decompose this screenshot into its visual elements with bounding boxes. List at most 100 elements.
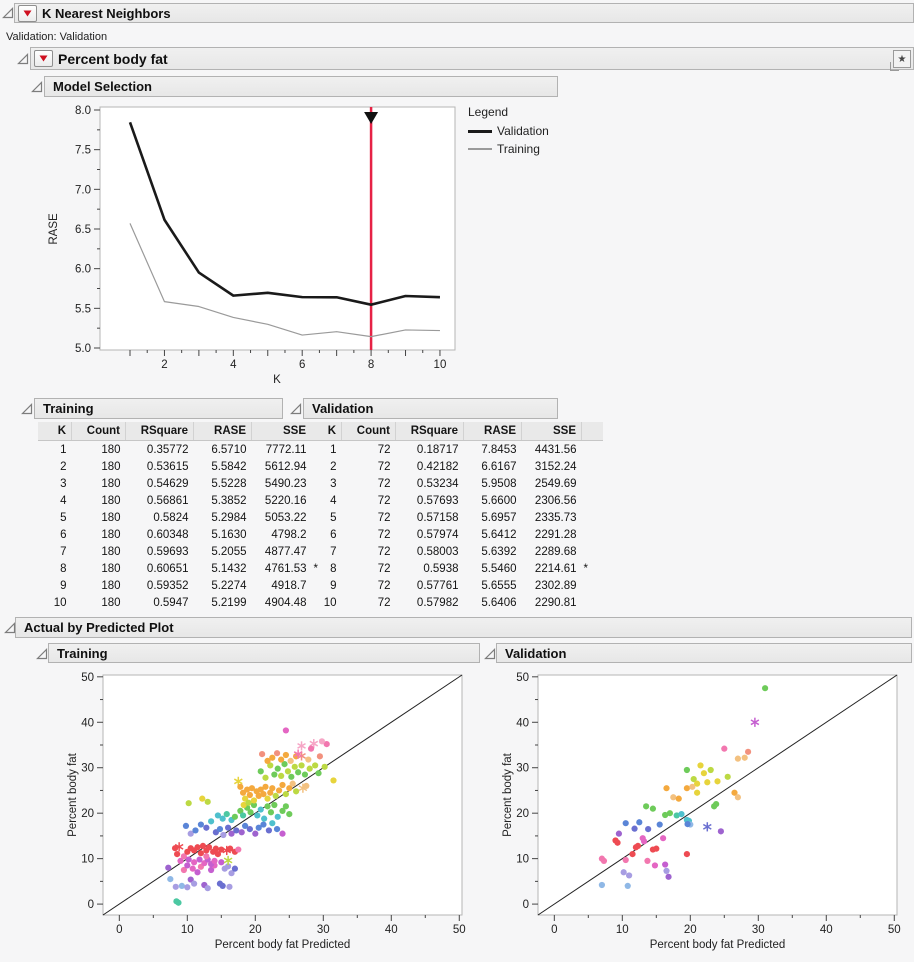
scatter-point[interactable] <box>662 811 669 819</box>
scatter-point[interactable] <box>644 857 651 865</box>
legend-item-training[interactable]: Training <box>468 142 549 156</box>
scatter-point[interactable] <box>260 821 267 828</box>
scatter-point[interactable] <box>272 792 279 800</box>
scatter-point-star[interactable] <box>309 739 319 749</box>
scatter-point[interactable] <box>260 790 267 798</box>
scatter-point[interactable] <box>203 824 210 831</box>
scatter-point[interactable] <box>717 828 724 835</box>
scatter-point[interactable] <box>683 850 691 858</box>
scatter-point[interactable] <box>282 790 289 798</box>
table-row[interactable]: 3 72 0.53234 5.9508 2549.69 <box>308 475 603 492</box>
scatter-point[interactable] <box>264 795 271 802</box>
scatter-point[interactable] <box>240 801 247 809</box>
scatter-point[interactable] <box>237 807 244 815</box>
scatter-point[interactable] <box>694 789 701 796</box>
scatter-point[interactable] <box>631 825 638 832</box>
scatter-point[interactable] <box>262 783 269 790</box>
scatter-point[interactable] <box>254 812 261 819</box>
table-row[interactable]: 4 72 0.57693 5.6600 2306.56 <box>308 492 603 509</box>
scatter-point-star[interactable] <box>233 776 243 786</box>
scatter-point[interactable] <box>600 857 608 865</box>
scatter-point[interactable] <box>276 787 283 794</box>
scatter-point[interactable] <box>185 800 192 807</box>
scatter-point[interactable] <box>683 766 691 774</box>
scatter-point[interactable] <box>269 820 276 827</box>
scatter-point[interactable] <box>690 775 697 783</box>
scatter-point[interactable] <box>225 824 232 831</box>
scatter-point[interactable] <box>257 786 264 793</box>
scatter-point[interactable] <box>662 861 669 868</box>
scatter-point[interactable] <box>660 835 667 842</box>
table-row[interactable]: 1 180 0.35772 6.5710 7772.11 <box>38 441 333 459</box>
scatter-point[interactable] <box>614 839 621 846</box>
table-row[interactable]: 5 180 0.5824 5.2984 5053.22 <box>38 509 333 526</box>
column-header[interactable]: SSE <box>251 422 312 441</box>
scatter-point[interactable] <box>180 853 188 860</box>
scatter-point[interactable] <box>622 820 629 827</box>
scatter-point[interactable] <box>205 844 213 851</box>
scatter-point[interactable] <box>307 745 315 752</box>
disclosure-triangle-pbf[interactable] <box>17 53 29 65</box>
scatter-point[interactable] <box>673 812 680 819</box>
scatter-point[interactable] <box>626 872 633 879</box>
scatter-point[interactable] <box>741 754 748 761</box>
scatter-point[interactable] <box>178 882 185 890</box>
scatter-point[interactable] <box>731 789 738 796</box>
scatter-point[interactable] <box>713 800 720 808</box>
scatter-point[interactable] <box>303 782 310 790</box>
outline-header-abp[interactable]: Actual by Predicted Plot <box>15 617 912 638</box>
scatter-point[interactable] <box>189 865 196 872</box>
scatter-point[interactable] <box>204 798 211 805</box>
scatter-point[interactable] <box>191 880 198 887</box>
scatter-point-star[interactable] <box>174 842 184 852</box>
scatter-point[interactable] <box>670 794 677 801</box>
scatter-point[interactable] <box>244 786 251 793</box>
table-row[interactable]: 8 72 0.5938 5.5460 2214.61 * <box>308 560 603 577</box>
actual-by-predicted-plots[interactable]: 0 0 10 10 20 20 30 30 40 40 50 50 Percent body fat P… <box>0 640 914 962</box>
scatter-point[interactable] <box>284 768 292 775</box>
scatter-point[interactable] <box>214 850 222 858</box>
scatter-point[interactable] <box>306 765 313 772</box>
scatter-point[interactable] <box>172 883 179 890</box>
model-selection-chart[interactable]: 5.0 5.5 6.0 6.5 7.0 7.5 8.0 2 4 6 8 10 K RASE <box>44 100 474 395</box>
scatter-point[interactable] <box>165 864 172 871</box>
scatter-point[interactable] <box>316 753 323 760</box>
table-row[interactable]: 9 72 0.57761 5.6555 2302.89 <box>308 577 603 594</box>
scatter-point[interactable] <box>228 870 235 877</box>
scatter-point[interactable] <box>171 845 179 852</box>
disclosure-triangle-abp-validation[interactable] <box>484 648 496 660</box>
table-row[interactable]: 2 72 0.42182 6.6167 3152.24 <box>308 458 603 475</box>
scatter-point[interactable] <box>259 750 266 758</box>
scatter-point[interactable] <box>734 755 741 762</box>
scatter-point[interactable] <box>323 740 330 748</box>
outline-header-model-selection[interactable]: Model Selection <box>44 76 558 97</box>
column-header[interactable]: RSquare <box>125 422 194 441</box>
series-line-validation[interactable] <box>128 121 441 306</box>
disclosure-triangle-knn[interactable] <box>2 7 14 19</box>
table-row[interactable]: 10 72 0.57982 5.6406 2290.81 <box>308 594 603 611</box>
scatter-point[interactable] <box>295 769 302 776</box>
scatter-point-star[interactable] <box>702 822 712 832</box>
scatter-point[interactable] <box>305 756 312 763</box>
scatter-point[interactable] <box>274 813 281 820</box>
scatter-point[interactable] <box>267 809 275 816</box>
scatter-point[interactable] <box>640 838 648 845</box>
outline-header-validation-table[interactable]: Validation <box>303 398 558 419</box>
column-header[interactable]: K <box>38 422 72 441</box>
scatter-point[interactable] <box>184 862 191 869</box>
scatter-point[interactable] <box>233 827 240 834</box>
scatter-point[interactable] <box>700 770 708 777</box>
scatter-point[interactable] <box>174 850 181 858</box>
scatter-point[interactable] <box>281 760 288 768</box>
legend-item-validation[interactable]: Validation <box>468 124 549 138</box>
scatter-point[interactable] <box>704 779 711 786</box>
scatter-point[interactable] <box>645 825 652 833</box>
scatter-point[interactable] <box>261 815 268 822</box>
outline-header-abp-training[interactable]: Training <box>48 643 480 663</box>
table-row[interactable]: 7 180 0.59693 5.2055 4877.47 <box>38 543 333 560</box>
scatter-point[interactable] <box>204 885 211 892</box>
outline-header-knn[interactable]: K Nearest Neighbors <box>14 3 914 23</box>
scatter-point[interactable] <box>228 830 235 837</box>
scatter-point[interactable] <box>257 806 264 813</box>
table-row[interactable]: 6 72 0.57974 5.6412 2291.28 <box>308 526 603 543</box>
